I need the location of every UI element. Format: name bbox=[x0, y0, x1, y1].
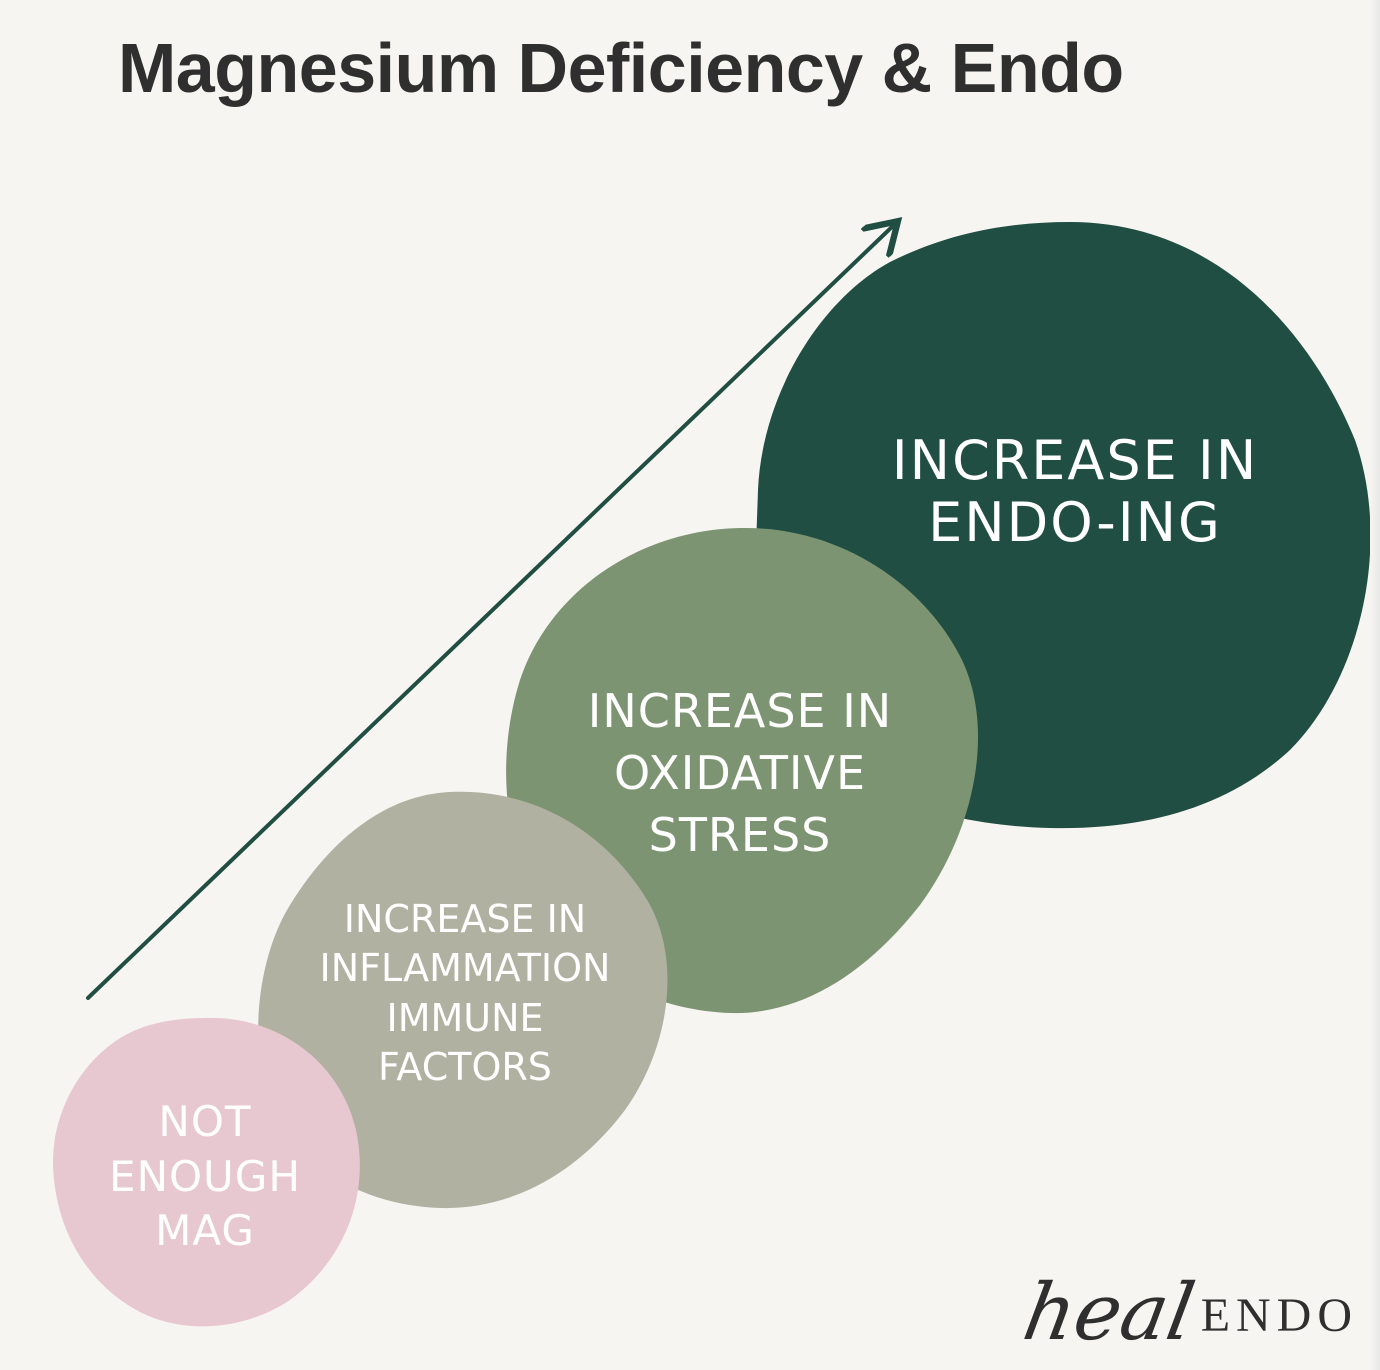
blob-mag bbox=[52, 1017, 360, 1327]
label-line: INCREASE IN bbox=[587, 684, 893, 738]
label-line: ENOUGH bbox=[109, 1151, 301, 1201]
label-mag: NOT ENOUGH MAG bbox=[70, 1095, 340, 1259]
logo-wordmark: ENDO bbox=[1200, 1289, 1358, 1342]
label-line: OXIDATIVE bbox=[613, 746, 867, 801]
label-line: MAG bbox=[155, 1206, 255, 1256]
label-line: INCREASE IN bbox=[891, 429, 1259, 492]
label-oxidative: INCREASE IN OXIDATIVE STRESS bbox=[530, 680, 950, 866]
label-line: ENDO-ING bbox=[928, 491, 1222, 555]
label-line: STRESS bbox=[648, 808, 832, 863]
label-inflammation: INCREASE IN INFLAMMATION IMMUNE FACTORS bbox=[270, 895, 660, 1093]
brand-logo: heal ENDO bbox=[1017, 1268, 1358, 1358]
label-line: FACTORS bbox=[378, 1045, 552, 1090]
trend-arrow bbox=[86, 224, 895, 1000]
page-edge bbox=[1370, 0, 1380, 1370]
logo-script-text: heal bbox=[1016, 1268, 1201, 1358]
label-line: IMMUNE bbox=[386, 995, 544, 1040]
page-title: Magnesium Deficiency & Endo bbox=[118, 29, 1124, 107]
label-line: INFLAMMATION bbox=[319, 946, 611, 991]
label-line: INCREASE IN bbox=[343, 897, 587, 941]
label-line: NOT bbox=[158, 1097, 252, 1146]
blob-inflammation bbox=[258, 791, 668, 1209]
label-endo: INCREASE IN ENDO-ING bbox=[830, 429, 1320, 555]
